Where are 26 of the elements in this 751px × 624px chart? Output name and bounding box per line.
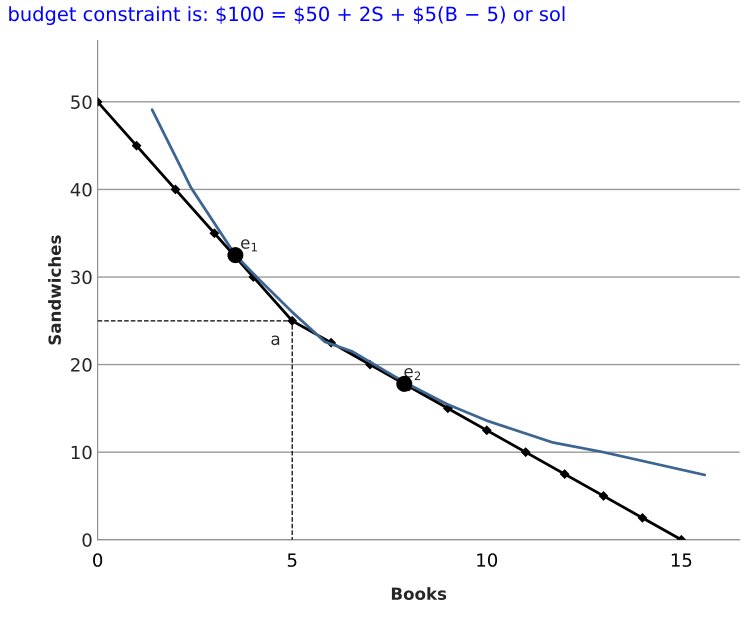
chart-title: budget constraint is: $100 = $50 + 2S + $5(B − 5) or sol: [9, 6, 564, 26]
x-tick-label: 0: [93, 553, 102, 567]
x-tick-label: 10: [477, 553, 498, 567]
point: [638, 513, 648, 522]
y-tick-label: 50: [71, 95, 92, 109]
x-axis-title: Books: [392, 587, 446, 600]
point: [227, 247, 244, 264]
y-tick-label: 30: [71, 270, 92, 284]
annotation: e$_{2}$: [404, 368, 420, 380]
y-axis-title: Sandwiches: [48, 235, 62, 345]
x-tick-label: 5: [288, 554, 296, 567]
point: [482, 426, 492, 435]
annotation: a: [271, 336, 280, 346]
y-tick-label: 20: [71, 358, 92, 372]
line-series: [150, 108, 706, 476]
y-tick-label: 40: [70, 182, 92, 197]
y-tick-label: 0: [82, 533, 92, 547]
point: [521, 448, 530, 457]
point: [170, 184, 180, 194]
point: [210, 228, 219, 238]
point: [598, 491, 608, 501]
point: [560, 469, 570, 479]
y-tick-label: 10: [72, 446, 92, 460]
annotation: e$_{1}$: [241, 239, 257, 252]
point: [132, 141, 142, 150]
x-tick-label: 15: [672, 554, 692, 567]
